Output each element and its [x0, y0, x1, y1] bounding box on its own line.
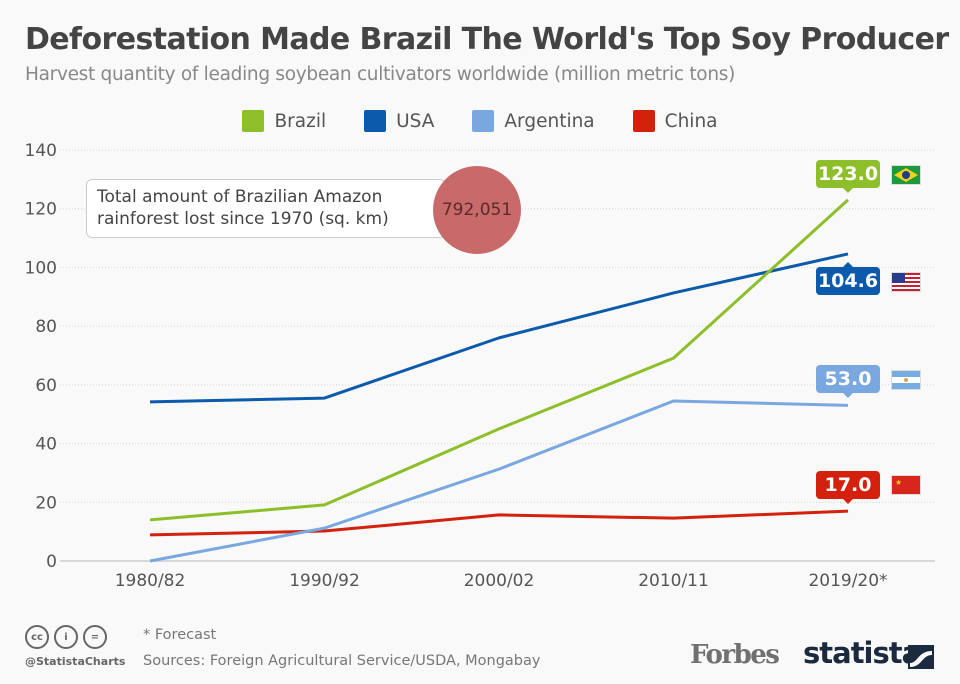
legend-item-china[interactable]: China — [632, 110, 718, 132]
sources-text: Sources: Foreign Agricultural Service/US… — [143, 653, 541, 669]
china-flag-icon: ★ — [891, 475, 921, 495]
creative-commons-icon[interactable]: cc — [25, 625, 49, 649]
forbes-logo[interactable]: Forbes — [690, 640, 780, 670]
end-value-label-argentina: 53.0 — [816, 365, 880, 399]
svg-text:★: ★ — [895, 478, 902, 487]
deforestation-bubble: 792,051 — [433, 166, 521, 254]
y-tick-label: 120 — [25, 200, 57, 220]
y-tick-label: 0 — [46, 552, 57, 572]
legend-item-usa[interactable]: USA — [364, 110, 434, 132]
brazil-flag-icon — [891, 165, 921, 185]
x-tick-label: 1980/82 — [115, 571, 186, 591]
statista-logo[interactable]: statista — [803, 636, 921, 670]
legend-label: China — [664, 110, 718, 132]
y-tick-label: 80 — [35, 317, 57, 337]
legend-swatch — [364, 110, 387, 132]
statista-handle[interactable]: @StatistaCharts — [25, 655, 126, 668]
legend-swatch — [242, 110, 265, 132]
y-tick-label: 40 — [35, 435, 57, 455]
license-icons: cc i = — [25, 625, 107, 649]
attribution-icon[interactable]: i — [54, 625, 78, 649]
end-value-label-brazil: 123.0 — [816, 159, 880, 193]
legend-swatch — [632, 110, 655, 132]
y-tick-label: 100 — [25, 258, 57, 278]
y-tick-label: 60 — [35, 376, 57, 396]
callout-text-line2: rainforest lost since 1970 (sq. km) — [97, 209, 389, 229]
series-line-usa[interactable] — [149, 252, 849, 404]
chart-title: Deforestation Made Brazil The World's To… — [25, 22, 949, 57]
series-line-argentina[interactable] — [149, 399, 849, 563]
x-tick-label: 1990/92 — [289, 571, 360, 591]
series-line-brazil[interactable] — [149, 198, 850, 522]
x-tick-label: 2000/02 — [464, 571, 535, 591]
forecast-note: * Forecast — [143, 627, 217, 643]
legend-item-argentina[interactable]: Argentina — [472, 110, 595, 132]
argentina-flag-icon — [891, 370, 921, 390]
x-tick-label: 2019/20* — [808, 571, 887, 591]
end-value-label-usa: 104.6 — [816, 261, 880, 295]
callout-text-line1: Total amount of Brazilian Amazon — [97, 187, 383, 207]
statista-logo-mark-icon[interactable] — [908, 645, 934, 669]
legend-item-brazil[interactable]: Brazil — [242, 110, 326, 132]
no-derivatives-icon[interactable]: = — [83, 625, 107, 649]
y-tick-label: 20 — [35, 493, 57, 513]
end-value-label-china: 17.0 — [816, 471, 880, 505]
deforestation-callout: Total amount of Brazilian Amazon rainfor… — [86, 179, 446, 238]
x-tick-label: 2010/11 — [638, 571, 709, 591]
legend: Brazil USA Argentina China — [0, 110, 960, 132]
chart-subtitle: Harvest quantity of leading soybean cult… — [25, 64, 735, 85]
legend-swatch — [472, 110, 495, 132]
legend-label: USA — [396, 110, 435, 132]
legend-label: Brazil — [274, 110, 327, 132]
series-line-china[interactable] — [149, 509, 849, 537]
usa-flag-icon — [891, 272, 921, 292]
y-tick-label: 140 — [25, 141, 57, 161]
legend-label: Argentina — [504, 110, 595, 132]
